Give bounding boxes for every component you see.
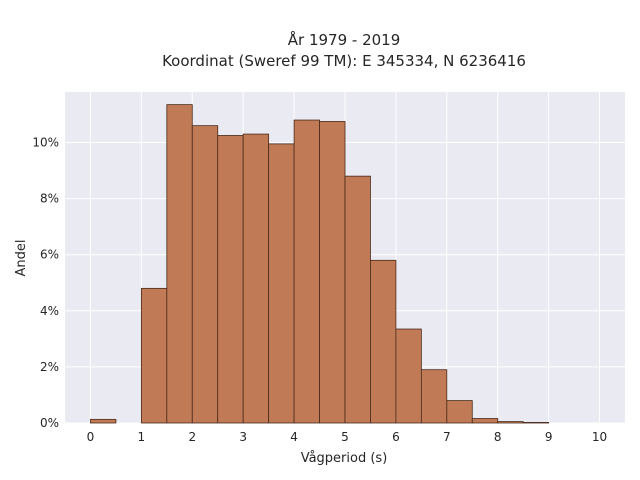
y-tick-label: 10% [32,135,59,149]
x-tick-label: 8 [494,430,502,444]
ticks-layer: 0 1 2 3 4 5 6 7 8 9 10 0% 2% 4% 6% 8% 10% [32,135,607,444]
y-axis-label: Andel [14,240,29,277]
x-tick-label: 4 [290,430,298,444]
histogram-bar [268,143,295,424]
x-tick-label: 9 [545,430,553,444]
bars-layer [90,104,550,424]
x-tick-label: 5 [341,430,349,444]
histogram-bar [140,287,168,424]
histogram-bar [344,175,371,424]
histogram-bar [90,418,117,424]
histogram-bar [293,119,320,424]
histogram-bar [446,400,473,424]
y-tick-label: 0% [40,416,59,430]
histogram-bar [191,125,219,424]
histogram-bar [166,104,193,424]
y-tick-label: 2% [40,360,59,374]
histogram-bar [217,135,244,424]
x-axis-label: Vågperiod (s) [301,451,388,466]
histogram-bar [319,121,346,424]
histogram-bar [242,133,270,424]
y-tick-label: 4% [40,304,59,318]
histogram-bar [420,369,448,424]
x-tick-label: 3 [239,430,247,444]
x-tick-label: 0 [87,430,95,444]
y-tick-label: 8% [40,192,59,206]
x-tick-label: 10 [592,430,607,444]
x-tick-label: 1 [138,430,146,444]
y-tick-label: 6% [40,248,59,262]
histogram-bar [497,421,524,424]
histogram-bar [370,259,397,424]
histogram-bar [395,328,422,424]
chart-title-line-2: Koordinat (Sweref 99 TM): E 345334, N 62… [162,52,526,70]
x-tick-label: 7 [443,430,451,444]
x-tick-label: 6 [392,430,400,444]
x-tick-label: 2 [188,430,196,444]
chart-title-line-1: År 1979 - 2019 [288,30,401,49]
histogram-bar [471,418,499,424]
histogram-bar [522,422,550,424]
